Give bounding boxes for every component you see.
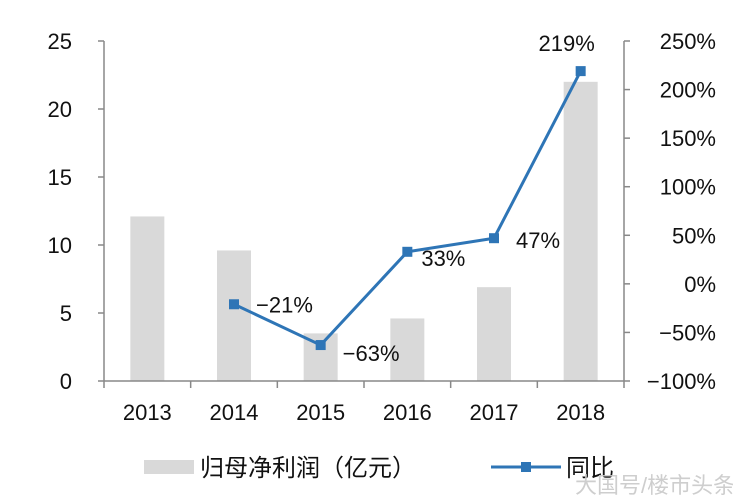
- right-tick-label: −100%: [647, 369, 716, 394]
- left-tick-label: 15: [48, 165, 72, 190]
- left-tick-label: 10: [48, 233, 72, 258]
- right-tick-label: 50%: [672, 223, 716, 248]
- left-tick-label: 0: [60, 369, 72, 394]
- x-tick-label: 2017: [470, 400, 519, 425]
- legend-swatch-bar: [144, 460, 194, 474]
- data-label: −63%: [343, 341, 400, 366]
- legend-label-line: 同比: [566, 454, 614, 482]
- right-tick-label: −50%: [659, 320, 716, 345]
- line-point-2017: [489, 233, 499, 244]
- line-point-2016: [402, 246, 413, 257]
- bar-2014: [217, 250, 251, 381]
- data-label: 33%: [421, 246, 465, 271]
- bar-2017: [477, 287, 511, 381]
- right-tick-label: 100%: [660, 175, 716, 200]
- data-label: 47%: [516, 228, 560, 253]
- line-point-2018: [575, 66, 586, 77]
- watermark: 大国号/楼市头条: [575, 473, 733, 498]
- right-tick-label: 0%: [684, 272, 716, 297]
- left-tick-label: 20: [48, 97, 72, 122]
- left-tick-label: 25: [48, 29, 72, 54]
- data-label: 219%: [539, 31, 595, 56]
- x-tick-label: 2018: [556, 400, 605, 425]
- legend-swatch-marker: [521, 462, 531, 472]
- x-tick-label: 2014: [210, 400, 259, 425]
- line-point-2014: [229, 299, 239, 310]
- x-tick-label: 2013: [123, 400, 172, 425]
- left-tick-label: 5: [60, 301, 72, 326]
- bar-2013: [130, 216, 165, 381]
- right-tick-label: 250%: [660, 29, 716, 54]
- right-tick-label: 200%: [660, 78, 716, 103]
- legend-label-bar: 归母净利润（亿元）: [200, 454, 416, 482]
- x-tick-label: 2016: [383, 400, 432, 425]
- bar-2016: [390, 318, 425, 381]
- right-tick-label: 150%: [660, 126, 716, 151]
- x-tick-label: 2015: [296, 400, 345, 425]
- data-label: −21%: [256, 292, 313, 317]
- line-point-2015: [315, 340, 326, 351]
- bar-2018: [563, 81, 598, 382]
